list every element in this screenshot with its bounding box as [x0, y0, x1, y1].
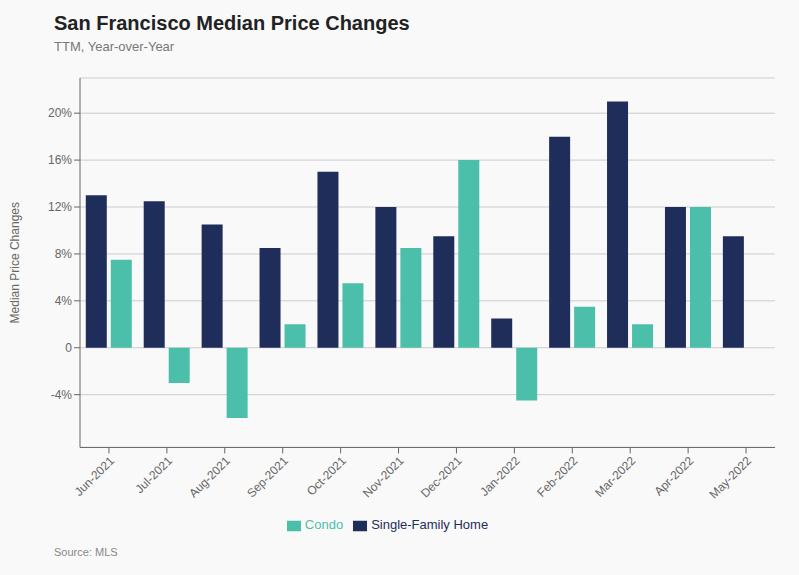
svg-text:Nov-2021: Nov-2021 — [360, 453, 407, 500]
svg-text:Jun-2021: Jun-2021 — [72, 453, 118, 499]
svg-text:Aug-2021: Aug-2021 — [186, 453, 233, 500]
html-text:San Francisco Median Price Cha: San Francisco Median Price Changes — [54, 12, 410, 34]
svg-text:8%: 8% — [55, 247, 73, 261]
svg-text:Feb-2022: Feb-2022 — [534, 453, 580, 499]
svg-text:Jan-2022: Jan-2022 — [477, 453, 523, 499]
svg-text:Median Price Changes: Median Price Changes — [8, 202, 22, 323]
html-text:TTM, Year-over-Year: TTM, Year-over-Year — [54, 39, 175, 54]
svg-text:Jul-2021: Jul-2021 — [133, 453, 176, 496]
svg-text:-4%: -4% — [51, 388, 73, 402]
svg-text:Mar-2022: Mar-2022 — [592, 453, 638, 499]
svg-text:4%: 4% — [55, 294, 73, 308]
svg-text:12%: 12% — [48, 200, 72, 214]
svg-text:May-2022: May-2022 — [707, 453, 755, 501]
svg-text:0: 0 — [65, 341, 72, 355]
svg-text:Sep-2021: Sep-2021 — [244, 453, 291, 500]
html-text:Single-Family Home: Single-Family Home — [371, 517, 489, 533]
svg-text:20%: 20% — [48, 106, 72, 120]
svg-text:Oct-2021: Oct-2021 — [304, 453, 349, 498]
html-text:Condo: Condo — [304, 517, 344, 533]
svg-text:16%: 16% — [48, 153, 72, 167]
svg-text:Dec-2021: Dec-2021 — [418, 453, 465, 500]
html-text:Source: MLS: Source: MLS — [54, 546, 118, 558]
svg-text:Apr-2022: Apr-2022 — [651, 453, 696, 498]
